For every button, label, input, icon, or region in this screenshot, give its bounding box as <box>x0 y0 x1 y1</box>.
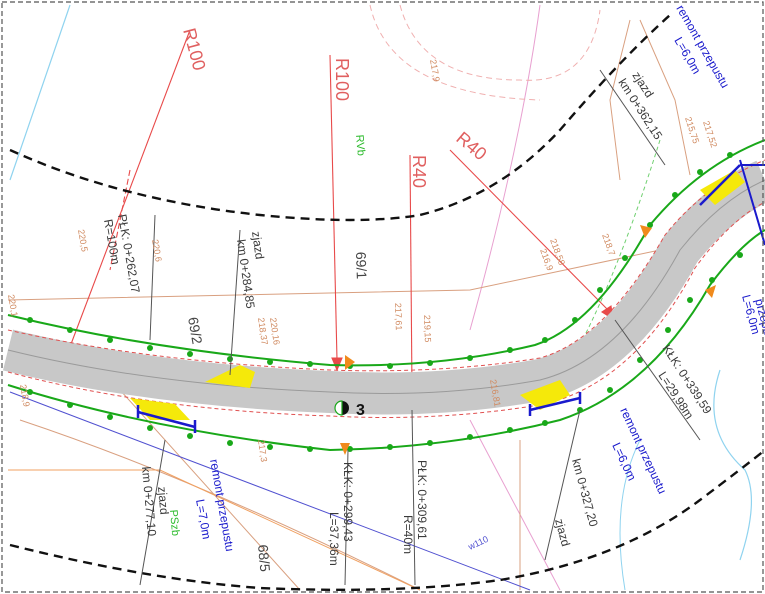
spot-elevation: 218,9 <box>18 384 32 408</box>
spot-elevation: 219,15 <box>422 315 433 343</box>
boundary-upper <box>10 15 670 220</box>
label-plk-309: PŁK: 0+309,61 <box>415 460 429 540</box>
spot-elevation: 220,5 <box>76 229 90 253</box>
spot-elevation: 217,61 <box>393 303 404 331</box>
label-parcel-69-2: 69/2 <box>185 316 206 346</box>
dashed-contour-2 <box>370 5 540 100</box>
radius-line-r40-right <box>450 150 610 312</box>
spot-elevation: 218,37 <box>256 317 270 346</box>
label-zjazd-327-km: km 0+327,20 <box>569 457 601 528</box>
spot-elevation: w110 <box>466 534 490 552</box>
radius-labels: R100 R100 R40 R40 <box>179 26 490 188</box>
label-culvert-left-l: L=7,0m <box>193 498 214 540</box>
station-marker-label: 3 <box>356 402 365 419</box>
spot-elevation: 217,9 <box>428 59 442 83</box>
label-plk-309-r: R=40m <box>401 515 415 554</box>
label-r100-left: R100 <box>179 26 209 73</box>
label-klk-299: KŁK: 0+299,43 <box>341 462 355 542</box>
waterway-line <box>10 5 70 180</box>
spot-elevation: 220,1 <box>6 294 20 318</box>
pink-line-2 <box>470 420 560 590</box>
pink-line <box>470 5 540 330</box>
spot-elevations: 220,5 220,6 218,37 220,16 217,61 219,15 … <box>6 59 719 553</box>
spot-elevation: 217,52 <box>701 120 719 149</box>
spot-elevation: 215,75 <box>683 116 701 145</box>
label-parcel-68-5: 68/5 <box>255 544 273 573</box>
road <box>8 140 765 452</box>
label-zjazd-284: zjazd <box>249 230 267 260</box>
label-klk-299-l: L=37,36m <box>327 512 341 566</box>
label-r100-center: R100 <box>332 58 352 101</box>
spot-elevation: 217,3 <box>256 439 269 463</box>
label-rvb: RVb <box>353 134 367 156</box>
label-pszb: PSzb <box>167 509 181 536</box>
label-parcel-69-1: 69/1 <box>353 252 370 280</box>
radius-line-r40-center <box>410 155 412 390</box>
label-zjazd-327: zjazd <box>552 517 573 548</box>
label-zjazd-277-km: km 0+277,10 <box>139 466 159 537</box>
radius-arrow-r100-center <box>332 358 342 370</box>
spot-elevation: 218,7 <box>600 232 617 257</box>
spot-elevation: 220,6 <box>150 239 164 263</box>
label-r40-center: R40 <box>409 155 429 188</box>
label-culvert-left: remont przepustu <box>207 458 237 552</box>
